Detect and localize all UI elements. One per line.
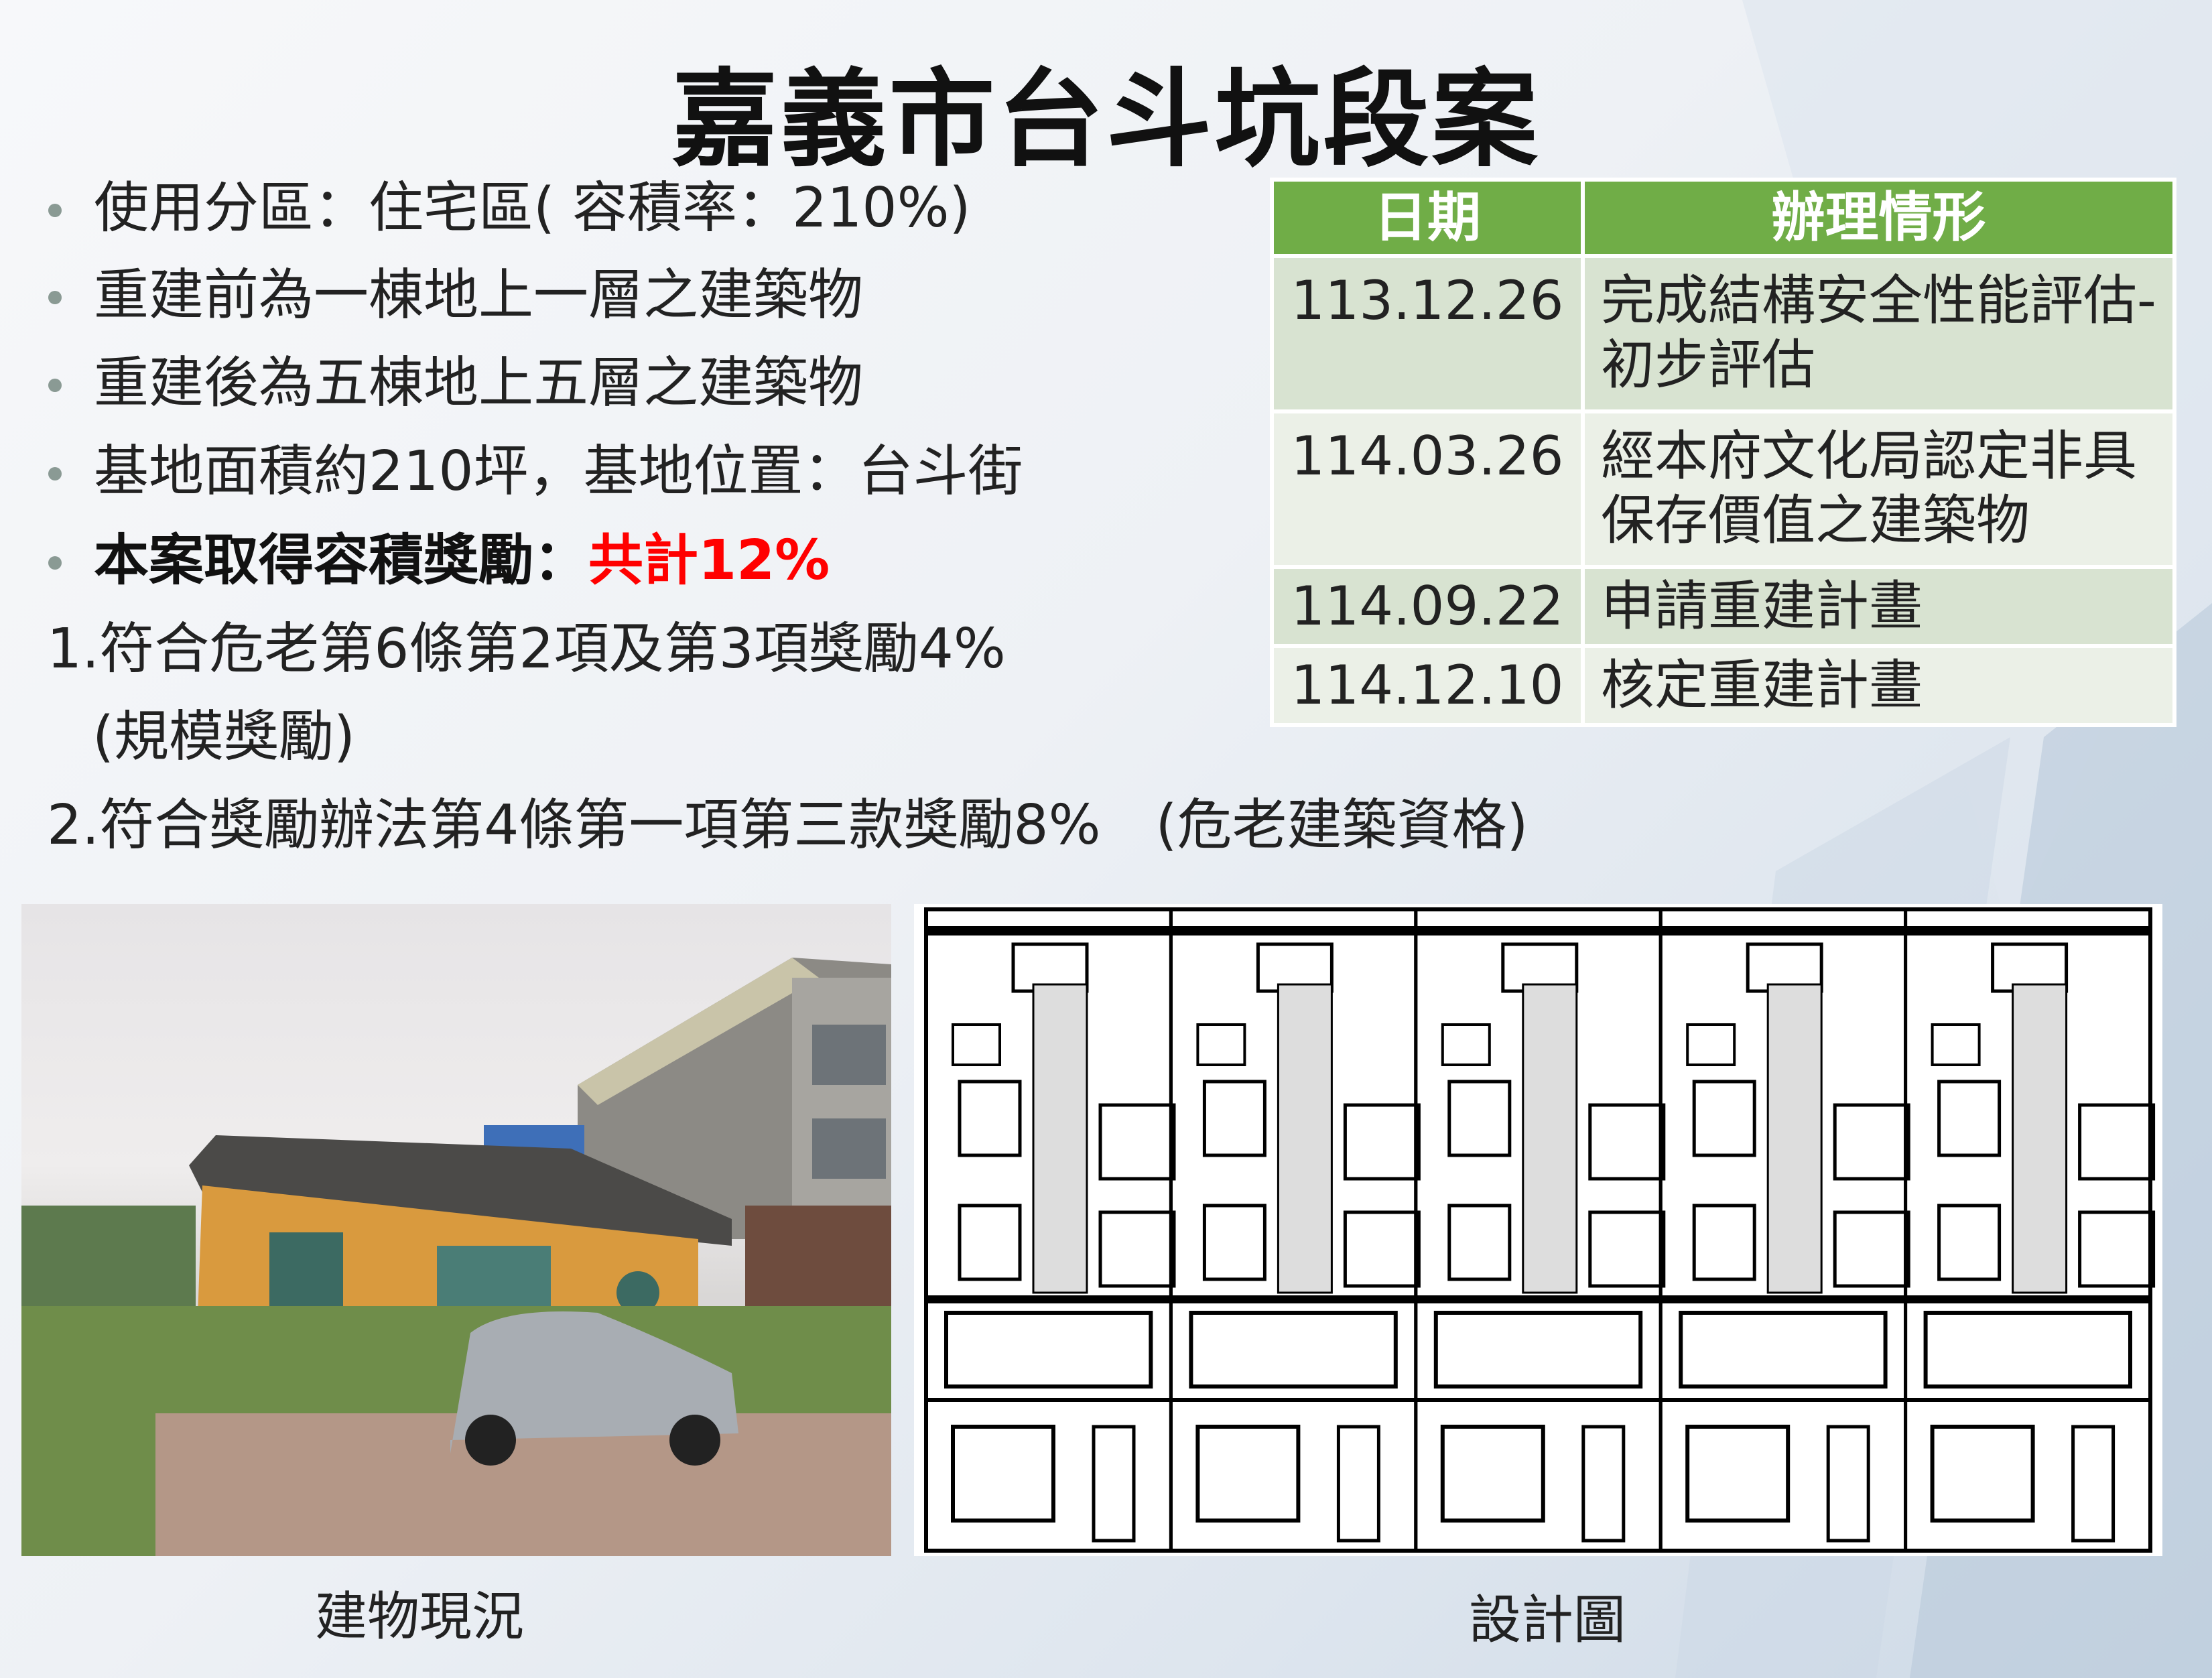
row-date: 114.12.10 (1270, 644, 1585, 727)
photo-caption: 建物現況 (315, 1587, 525, 1647)
bullet-zoning: 使用分區：住宅區( 容積率：210%) (48, 181, 970, 236)
row-status: 經本府文化局認定非具保存價值之建築物 (1581, 409, 2176, 569)
bullet-bonus: 本案取得容積獎勵：共計12% (48, 533, 830, 588)
row-status: 核定重建計畫 (1581, 644, 2176, 727)
bullet-text: 基地面積約210坪，基地位置：台斗街 (94, 440, 1023, 503)
row-date: 114.09.22 (1270, 565, 1585, 648)
bullet-icon (48, 379, 62, 392)
header-date: 日期 (1270, 178, 1585, 258)
bullet-before: 重建前為一棟地上一層之建築物 (48, 268, 863, 323)
table-row: 114.12.10 核定重建計畫 (1270, 644, 2176, 727)
row-status: 申請重建計畫 (1581, 565, 2176, 648)
table-row: 114.03.26 經本府文化局認定非具保存價值之建築物 (1270, 409, 2176, 569)
bullet-text: 重建後為五棟地上五層之建築物 (94, 351, 864, 415)
drawing-caption: 設計圖 (1469, 1590, 1626, 1651)
item-2: 2.符合獎勵辦法第4條第一項第三款獎勵8% (危老建築資格) (47, 793, 1528, 857)
page-title: 嘉義市台斗坑段案 (671, 58, 1541, 182)
bullet-icon (48, 556, 62, 570)
row-date: 114.03.26 (1270, 409, 1585, 569)
bonus-total: 共計12% (588, 529, 830, 592)
bonus-label: 本案取得容積獎勵： (94, 529, 589, 592)
bullet-after: 重建後為五棟地上五層之建築物 (48, 356, 863, 411)
bullet-icon (48, 204, 62, 217)
item-1-note: (規模獎勵) (92, 705, 355, 769)
row-status: 完成結構安全性能評估-初步評估 (1581, 254, 2176, 413)
progress-table: 日期 辦理情形 113.12.26 完成結構安全性能評估-初步評估 114.03… (1270, 178, 2176, 727)
building-photo (21, 904, 891, 1556)
item-1: 1.符合危老第6條第2項及第3項獎勵4% (47, 617, 1006, 681)
table-row: 113.12.26 完成結構安全性能評估-初步評估 (1270, 254, 2176, 413)
row-date: 113.12.26 (1270, 254, 1585, 413)
table-header: 日期 辦理情形 (1270, 178, 2176, 258)
bullet-text: 重建前為一棟地上一層之建築物 (94, 263, 864, 327)
bullet-text: 使用分區：住宅區( 容積率：210%) (94, 176, 971, 240)
bullet-icon (48, 467, 62, 480)
header-status: 辦理情形 (1581, 178, 2176, 258)
table-row: 114.09.22 申請重建計畫 (1270, 565, 2176, 648)
design-elevation-drawing (914, 904, 2162, 1556)
bullet-icon (48, 291, 62, 304)
bullet-site: 基地面積約210坪，基地位置：台斗街 (48, 444, 1023, 499)
